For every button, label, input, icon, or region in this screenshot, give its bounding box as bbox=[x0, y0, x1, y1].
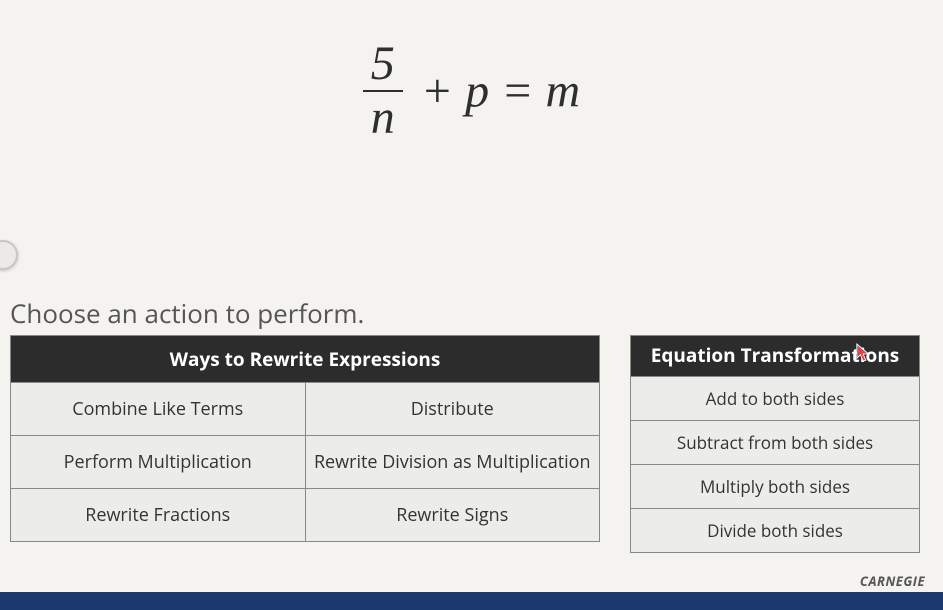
action-perform-multiplication[interactable]: Perform Multiplication bbox=[11, 436, 306, 489]
action-subtract-both-sides[interactable]: Subtract from both sides bbox=[631, 420, 920, 464]
cursor-icon bbox=[855, 342, 873, 364]
equation-display: 5 n + p = m bbox=[0, 40, 943, 142]
action-rewrite-fractions[interactable]: Rewrite Fractions bbox=[11, 489, 306, 542]
equation-rest: + p = m bbox=[421, 65, 580, 118]
action-divide-both-sides[interactable]: Divide both sides bbox=[631, 508, 920, 552]
brand-label: CARNEGIE bbox=[860, 572, 925, 590]
action-rewrite-signs[interactable]: Rewrite Signs bbox=[305, 489, 600, 542]
action-tables: Ways to Rewrite Expressions Combine Like… bbox=[10, 335, 933, 553]
action-multiply-both-sides[interactable]: Multiply both sides bbox=[631, 464, 920, 508]
action-combine-like-terms[interactable]: Combine Like Terms bbox=[11, 383, 306, 436]
action-add-both-sides[interactable]: Add to both sides bbox=[631, 376, 920, 420]
footer-bar bbox=[0, 592, 943, 610]
equation-denominator: n bbox=[363, 90, 403, 142]
rewrite-header: Ways to Rewrite Expressions bbox=[11, 336, 600, 383]
side-toggle-button[interactable] bbox=[0, 240, 18, 270]
equation-fraction: 5 n bbox=[363, 40, 403, 142]
action-distribute[interactable]: Distribute bbox=[305, 383, 600, 436]
rewrite-expressions-table: Ways to Rewrite Expressions Combine Like… bbox=[10, 335, 600, 542]
transform-header: Equation Transformations bbox=[631, 336, 920, 377]
action-rewrite-division-as-multiplication[interactable]: Rewrite Division as Multiplication bbox=[305, 436, 600, 489]
equation-numerator: 5 bbox=[363, 40, 403, 90]
equation-transformations-table: Equation Transformations Add to both sid… bbox=[630, 335, 920, 553]
instruction-text: Choose an action to perform. bbox=[10, 295, 364, 331]
